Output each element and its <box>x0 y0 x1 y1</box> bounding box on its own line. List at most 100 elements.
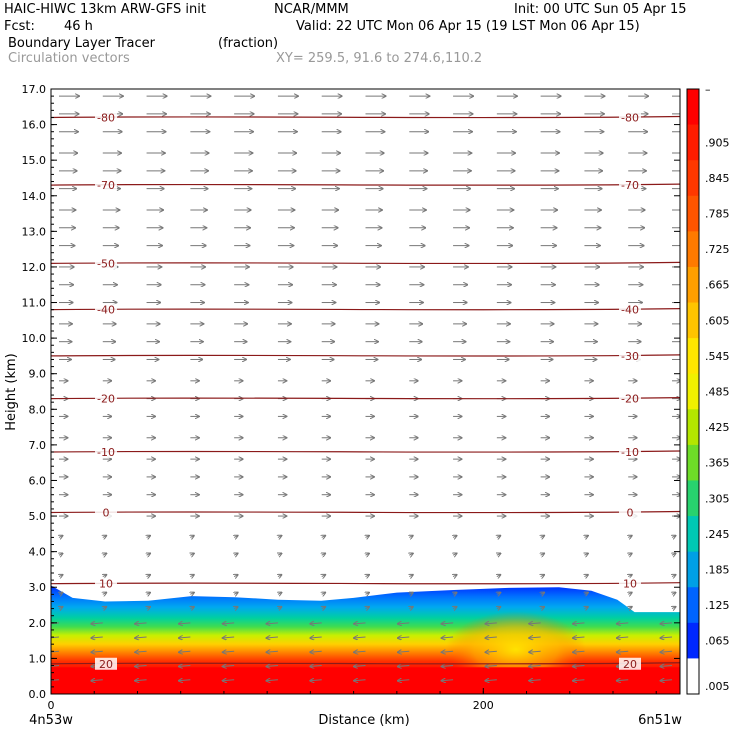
vector-arrow <box>178 680 191 681</box>
isotherm-label-bg <box>619 657 641 670</box>
vector-arrow <box>672 607 676 609</box>
y-tick-label: 3.0 <box>29 581 47 594</box>
vector-arrow <box>529 666 541 667</box>
isotherm-label: -40 <box>621 304 639 317</box>
vector-arrow <box>572 637 585 638</box>
y-tick-label: 8.0 <box>29 403 47 416</box>
vector-arrow <box>584 607 588 609</box>
isotherm-label: -20 <box>621 393 639 406</box>
isotherm-label: -50 <box>97 257 115 270</box>
x-end-label: 6n51w <box>638 713 682 728</box>
vector-arrow <box>660 623 673 624</box>
vector-arrow <box>147 607 151 609</box>
isotherm-label-bg <box>95 392 117 405</box>
isotherm-label: -70 <box>97 179 115 192</box>
y-tick-label: 0.0 <box>29 688 47 701</box>
vector-arrow <box>222 666 235 667</box>
vector-arrow <box>584 553 588 555</box>
isotherm-label: 20 <box>99 658 113 671</box>
vector-arrow <box>91 623 103 624</box>
vector-arrow <box>322 535 326 537</box>
vector-arrow <box>572 666 585 667</box>
vector-arrow <box>660 680 673 681</box>
vector-arrow <box>266 666 278 667</box>
isotherm-label: 10 <box>99 578 113 591</box>
x-tick-label: 0 <box>48 699 55 712</box>
isotherm-label: 20 <box>623 658 637 671</box>
plot-frame <box>50 88 681 695</box>
vector-arrow <box>529 680 541 681</box>
vector-arrow <box>310 637 322 638</box>
vector-arrow <box>266 637 278 638</box>
vector-arrow <box>354 623 366 624</box>
isotherm-label-bg <box>619 392 641 405</box>
vector-arrow <box>366 592 370 594</box>
vector-arrow <box>178 666 191 667</box>
colorbar-swatch <box>687 409 699 446</box>
vector-arrow <box>278 607 282 609</box>
colorbar-label: .125 <box>705 599 730 612</box>
vector-arrow <box>147 553 151 555</box>
vector-arrow <box>529 651 541 652</box>
isotherm-label-bg <box>619 506 641 519</box>
vector-arrow <box>278 592 282 594</box>
vector-arrow <box>672 535 676 537</box>
colorbar-swatch <box>687 302 699 339</box>
vector-arrow <box>178 623 191 624</box>
vector-arrow <box>222 637 235 638</box>
isotherm-label-bg <box>95 257 117 270</box>
isotherm-label-bg <box>95 303 117 316</box>
colorbar-label: .665 <box>705 279 730 292</box>
vector-arrow <box>135 623 147 624</box>
vector-arrow <box>660 637 673 638</box>
isotherm-label: -40 <box>97 304 115 317</box>
vector-arrow <box>441 651 454 652</box>
colorbar-swatch <box>687 658 699 695</box>
vector-arrow <box>322 607 326 609</box>
vector-arrow <box>453 607 457 609</box>
vector-arrow <box>497 575 501 577</box>
vector-arrow <box>616 680 629 681</box>
vector-arrow <box>497 553 501 555</box>
field-name: Boundary Layer Tracer <box>8 36 155 51</box>
vector-arrow <box>234 592 238 594</box>
isotherm-label: -20 <box>97 393 115 406</box>
isotherm-label: -10 <box>621 446 639 459</box>
colorbar-swatch <box>687 89 699 126</box>
vector-arrow <box>628 575 632 577</box>
vector-arrow <box>441 680 454 681</box>
vector-arrow <box>409 575 413 577</box>
axes: 0.0 1.0 2.0 3.0 4.0 5.0 6.0 7.0 8.0 9.0 10.0 11.0 12… <box>22 83 680 712</box>
vector-arrow <box>485 680 497 681</box>
colorbar-label: .545 <box>705 350 730 363</box>
vector-arrow <box>541 592 545 594</box>
y-axis-title: Height (km) <box>4 353 19 430</box>
y-tick-label: 1.0 <box>29 652 47 665</box>
isotherm-label-bg <box>95 657 117 670</box>
isotherm-line <box>51 261 680 265</box>
colorbar-swatch <box>687 622 699 659</box>
vector-arrow <box>178 637 191 638</box>
colorbar-label: .425 <box>705 421 730 434</box>
valid-time: Valid: 22 UTC Mon 06 Apr 15 (19 LST Mon … <box>296 19 640 34</box>
vector-arrow <box>497 535 501 537</box>
vector-arrow <box>485 637 497 638</box>
y-tick-label: 6.0 <box>29 474 47 487</box>
colorbar-label: .725 <box>705 243 730 256</box>
vector-arrow <box>135 680 147 681</box>
colorbar-label: .365 <box>705 457 730 470</box>
colorbar: – .905 .845 .785 .725 .665 .605 .545 .485 .425 .36… <box>686 83 730 695</box>
vector-arrow <box>485 666 497 667</box>
vector-arrow <box>366 607 370 609</box>
colorbar-swatch <box>687 373 699 410</box>
vector-arrow <box>266 651 278 652</box>
vector-arrow <box>541 535 545 537</box>
vector-arrow <box>91 637 103 638</box>
vector-arrow <box>366 575 370 577</box>
vector-arrow <box>354 651 366 652</box>
vector-arrow <box>453 575 457 577</box>
vector-arrow <box>222 623 235 624</box>
vector-arrow <box>541 553 545 555</box>
vector-arrow <box>572 680 585 681</box>
vector-arrow <box>278 535 282 537</box>
